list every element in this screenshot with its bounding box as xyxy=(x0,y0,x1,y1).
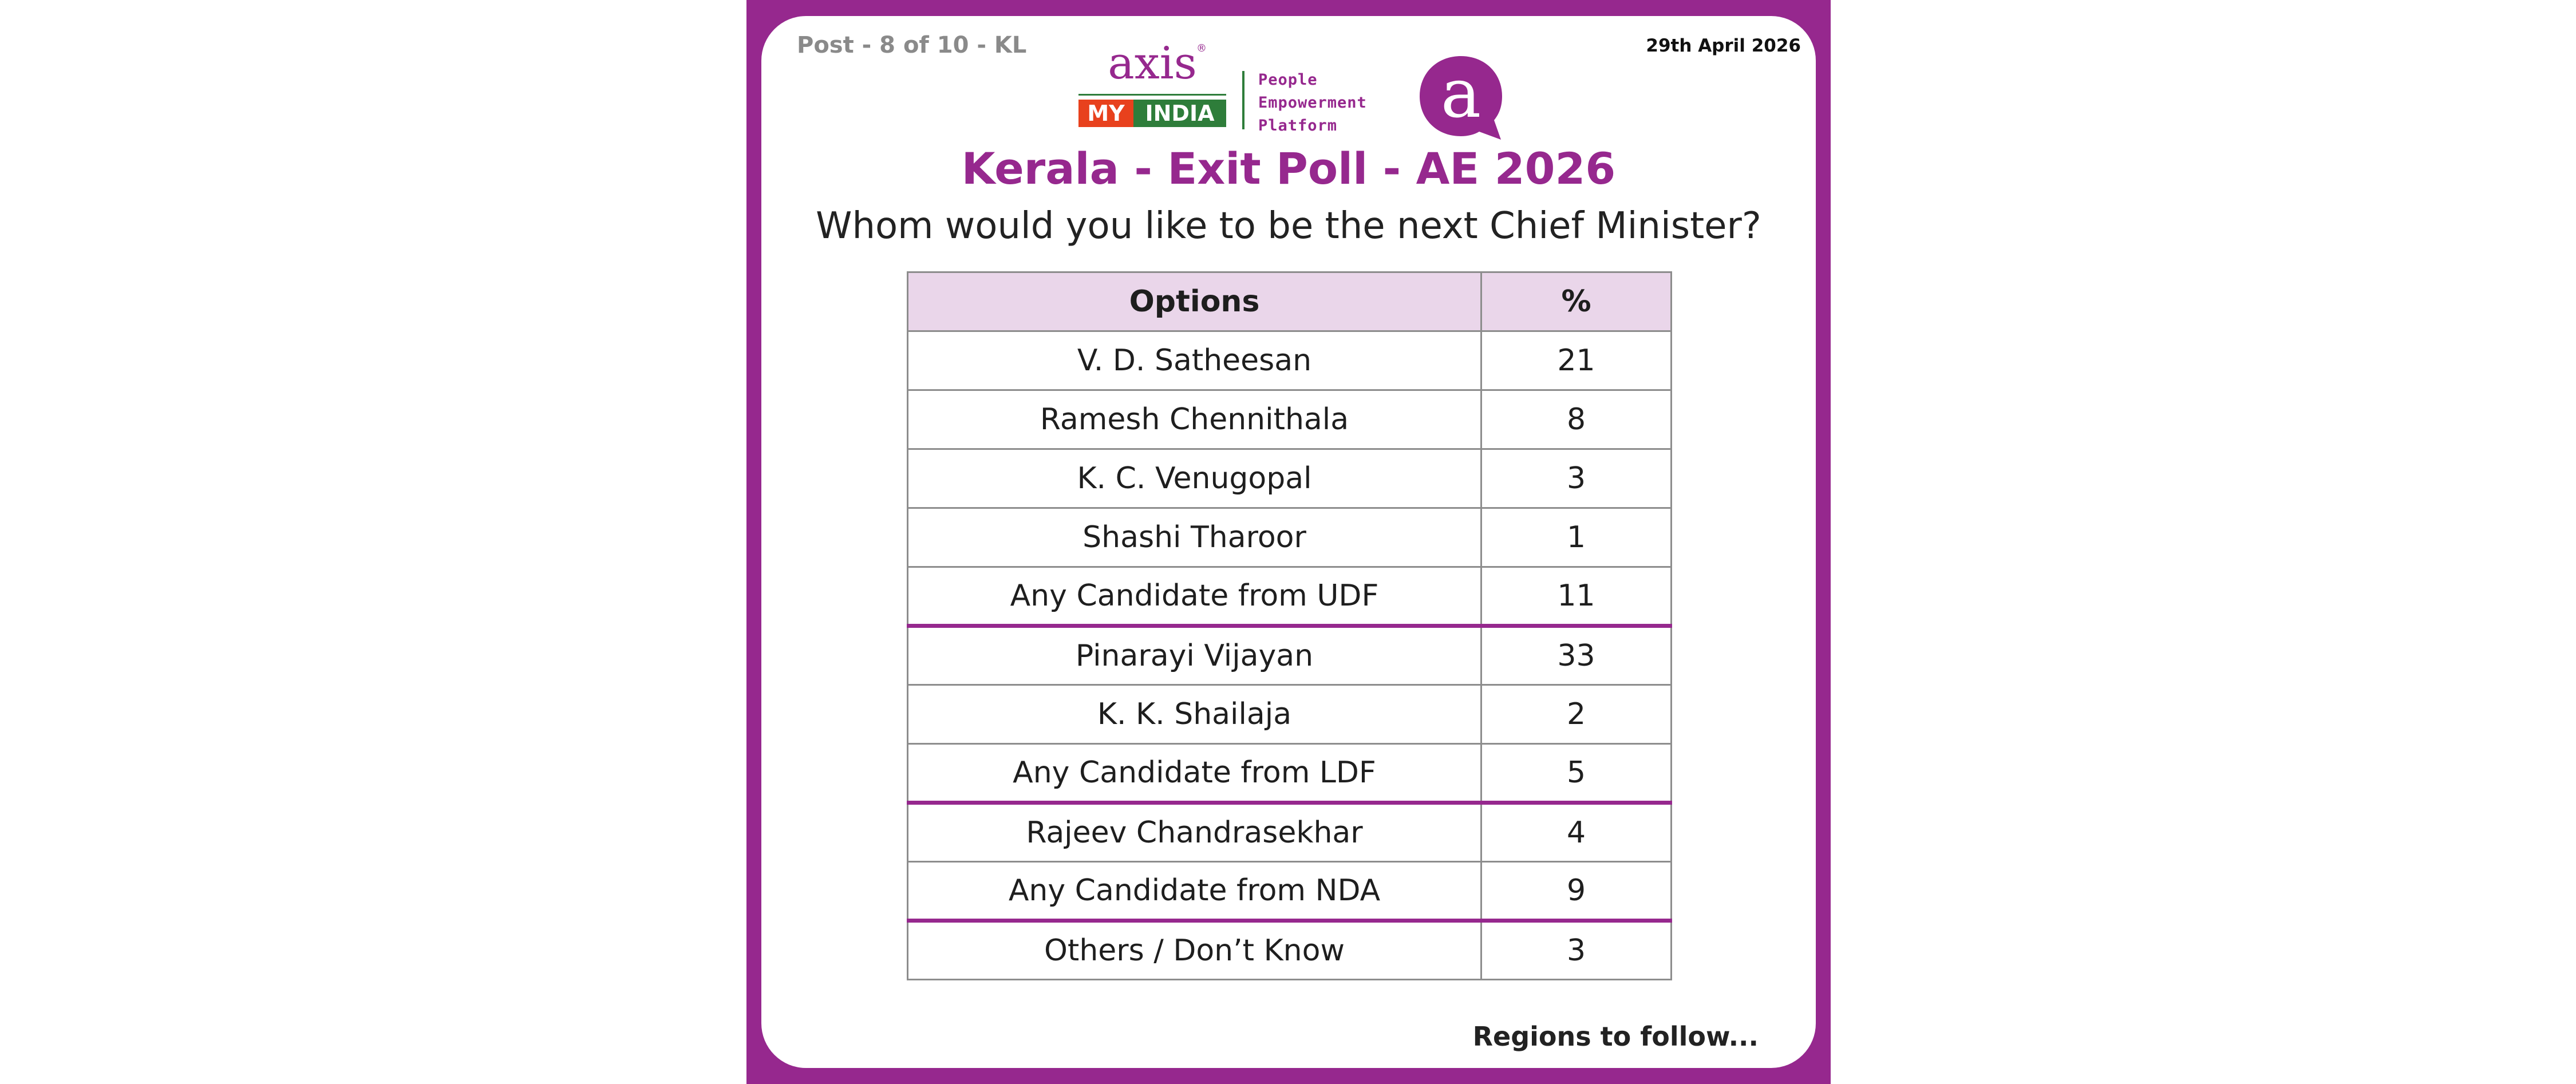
emblem-letter: a xyxy=(1441,54,1481,133)
percent-cell: 8 xyxy=(1480,389,1672,450)
table-row: Ramesh Chennithala 8 xyxy=(907,389,1672,450)
registered-mark: ® xyxy=(1196,42,1207,54)
page-title: Kerala - Exit Poll - AE 2026 xyxy=(961,143,1616,194)
percent-cell: 21 xyxy=(1480,330,1672,391)
footer-note: Regions to follow... xyxy=(1472,1021,1759,1052)
percent-cell: 4 xyxy=(1480,802,1672,863)
percent-cell: 3 xyxy=(1480,448,1672,509)
percent-cell: 2 xyxy=(1480,684,1672,745)
logo-tagline: People Empowerment Platform xyxy=(1258,69,1419,137)
option-cell: Any Candidate from LDF xyxy=(907,743,1482,805)
post-label: Post - 8 of 10 - KL xyxy=(797,32,1027,58)
poll-question: Whom would you like to be the next Chief… xyxy=(816,205,1761,247)
table-row: Shashi Tharoor 1 xyxy=(907,507,1672,568)
percent-cell: 1 xyxy=(1480,507,1672,568)
table-header-row: Options % xyxy=(907,271,1672,332)
tagline-line: People xyxy=(1258,71,1318,89)
axis-my-india-logo: axis ® MY INDIA People Empowerment Platf… xyxy=(1077,39,1507,148)
axis-word: axis xyxy=(1108,38,1197,89)
poster-card: Post - 8 of 10 - KL 29th April 2026 axis… xyxy=(761,16,1816,1068)
option-cell: Pinarayi Vijayan xyxy=(907,625,1482,686)
percent-header: % xyxy=(1480,271,1672,332)
table-row: V. D. Satheesan 21 xyxy=(907,330,1672,391)
option-cell: Any Candidate from UDF xyxy=(907,566,1482,628)
options-header: Options xyxy=(907,271,1482,332)
option-cell: V. D. Satheesan xyxy=(907,330,1482,391)
option-cell: K. K. Shailaja xyxy=(907,684,1482,745)
speech-bubble-a-icon: a xyxy=(1420,54,1502,140)
option-cell: Ramesh Chennithala xyxy=(907,389,1482,450)
date-label: 29th April 2026 xyxy=(1646,35,1801,56)
percent-cell: 33 xyxy=(1480,625,1672,686)
logo-rule xyxy=(1078,94,1226,96)
percent-cell: 3 xyxy=(1480,920,1672,980)
my-word: MY xyxy=(1078,100,1133,127)
option-cell: Rajeev Chandrasekhar xyxy=(907,802,1482,863)
india-word: INDIA xyxy=(1133,100,1226,127)
percent-cell: 9 xyxy=(1480,861,1672,923)
option-cell: Others / Don’t Know xyxy=(907,920,1482,980)
table-row: Any Candidate from LDF 5 xyxy=(907,743,1672,805)
tagline-line: Platform xyxy=(1258,117,1338,134)
poll-results-table: Options % V. D. Satheesan 21 Ramesh Chen… xyxy=(907,271,1672,980)
percent-cell: 11 xyxy=(1480,566,1672,628)
table-row: K. C. Venugopal 3 xyxy=(907,448,1672,509)
poster-frame: Post - 8 of 10 - KL 29th April 2026 axis… xyxy=(746,0,1831,1084)
option-cell: Any Candidate from NDA xyxy=(907,861,1482,923)
axis-wordmark: axis ® MY INDIA xyxy=(1077,39,1227,130)
percent-cell: 5 xyxy=(1480,743,1672,805)
option-cell: Shashi Tharoor xyxy=(907,507,1482,568)
my-india-banner: MY INDIA xyxy=(1078,100,1226,127)
table-row: Others / Don’t Know 3 xyxy=(907,920,1672,980)
tagline-line: Empowerment xyxy=(1258,94,1367,112)
table-row: Pinarayi Vijayan 33 xyxy=(907,625,1672,686)
table-row: Any Candidate from NDA 9 xyxy=(907,861,1672,923)
logo-divider xyxy=(1242,71,1244,129)
table-row: K. K. Shailaja 2 xyxy=(907,684,1672,745)
option-cell: K. C. Venugopal xyxy=(907,448,1482,509)
table-row: Rajeev Chandrasekhar 4 xyxy=(907,802,1672,863)
table-row: Any Candidate from UDF 11 xyxy=(907,566,1672,628)
